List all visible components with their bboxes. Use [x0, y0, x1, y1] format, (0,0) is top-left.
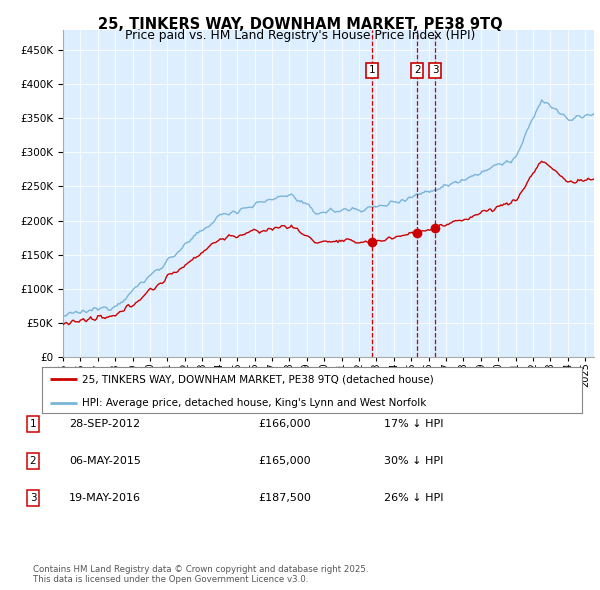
- Text: 06-MAY-2015: 06-MAY-2015: [69, 456, 141, 466]
- Text: 3: 3: [29, 493, 37, 503]
- Text: £165,000: £165,000: [258, 456, 311, 466]
- Text: 2: 2: [414, 65, 421, 76]
- Text: 26% ↓ HPI: 26% ↓ HPI: [384, 493, 443, 503]
- Text: HPI: Average price, detached house, King's Lynn and West Norfolk: HPI: Average price, detached house, King…: [83, 398, 427, 408]
- Text: 1: 1: [368, 65, 375, 76]
- Text: 25, TINKERS WAY, DOWNHAM MARKET, PE38 9TQ: 25, TINKERS WAY, DOWNHAM MARKET, PE38 9T…: [98, 17, 502, 31]
- Text: 3: 3: [432, 65, 439, 76]
- Text: 30% ↓ HPI: 30% ↓ HPI: [384, 456, 443, 466]
- Text: 17% ↓ HPI: 17% ↓ HPI: [384, 419, 443, 428]
- Text: 2: 2: [29, 456, 37, 466]
- Text: 28-SEP-2012: 28-SEP-2012: [69, 419, 140, 428]
- Text: Contains HM Land Registry data © Crown copyright and database right 2025.
This d: Contains HM Land Registry data © Crown c…: [33, 565, 368, 584]
- Text: 19-MAY-2016: 19-MAY-2016: [69, 493, 141, 503]
- Text: £187,500: £187,500: [258, 493, 311, 503]
- Text: 1: 1: [29, 419, 37, 428]
- Text: £166,000: £166,000: [258, 419, 311, 428]
- Text: Price paid vs. HM Land Registry's House Price Index (HPI): Price paid vs. HM Land Registry's House …: [125, 30, 475, 42]
- Text: 25, TINKERS WAY, DOWNHAM MARKET, PE38 9TQ (detached house): 25, TINKERS WAY, DOWNHAM MARKET, PE38 9T…: [83, 375, 434, 385]
